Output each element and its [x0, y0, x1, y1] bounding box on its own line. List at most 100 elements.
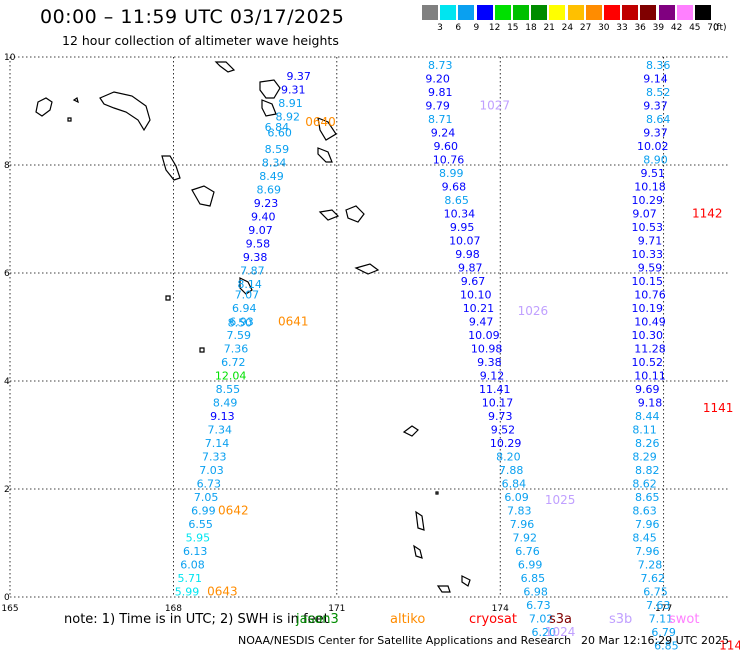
- wave-height-value: 6.60: [267, 127, 292, 140]
- island: [461, 575, 471, 587]
- wave-height-value: 9.14: [643, 73, 668, 86]
- wave-height-value: 6.93: [229, 316, 254, 329]
- wave-height-value: 6.75: [643, 586, 668, 599]
- pass-time-label: 1026: [518, 304, 549, 318]
- wave-height-value: 8.73: [428, 59, 453, 72]
- wave-height-value: 10.07: [449, 235, 481, 248]
- island: [415, 510, 425, 531]
- credit-text: NOAA/NESDIS Center for Satellite Applica…: [238, 634, 572, 647]
- wave-height-value: 6.84: [502, 478, 527, 491]
- island: [317, 117, 337, 141]
- wave-height-value: 8.71: [428, 113, 453, 126]
- wave-height-value: 9.38: [477, 356, 502, 369]
- satellite-name: s3a: [549, 612, 573, 627]
- legend-swatch: [513, 5, 529, 20]
- wave-height-value: 9.71: [638, 235, 663, 248]
- wave-height-value: 9.52: [491, 424, 516, 437]
- wave-height-value: 10.76: [634, 289, 666, 302]
- wave-height-value: 9.13: [210, 410, 235, 423]
- pass-time-label: 1142: [692, 207, 723, 221]
- wave-height-value: 8.90: [643, 154, 668, 167]
- wave-height-value: 8.63: [632, 505, 657, 518]
- y-tick-label: 8: [4, 161, 10, 171]
- island: [67, 117, 72, 122]
- wave-height-value: 10.02: [637, 140, 669, 153]
- wave-height-value: 9.07: [632, 208, 657, 221]
- legend-swatch: [676, 5, 693, 20]
- wave-height-value: 8.59: [265, 143, 290, 156]
- wave-height-value: 7.05: [194, 491, 219, 504]
- legend-label: 36: [634, 23, 646, 33]
- wave-height-value: 9.95: [450, 221, 475, 234]
- y-tick-label: 2: [4, 485, 10, 495]
- wave-height-value: 8.99: [439, 167, 464, 180]
- wave-height-value: 9.73: [488, 410, 513, 423]
- x-tick-label: 174: [492, 604, 509, 614]
- island: [72, 97, 79, 104]
- wave-height-value: 10.15: [632, 275, 664, 288]
- wave-height-value: 7.59: [227, 329, 252, 342]
- wave-height-value: 9.51: [640, 167, 665, 180]
- legend-label: 30: [598, 23, 610, 33]
- wave-height-value: 10.49: [634, 316, 666, 329]
- wave-height-value: 7.07: [235, 289, 260, 302]
- legend-swatch: [695, 5, 711, 20]
- wave-height-value: 8.92: [276, 110, 301, 123]
- island: [354, 263, 380, 275]
- wave-height-value: 9.79: [425, 100, 450, 113]
- wave-height-value: 10.52: [632, 356, 664, 369]
- note-row: note: 1) Time is in UTC; 2) SWH is in fe…: [0, 612, 740, 632]
- wave-height-value: 6.73: [197, 478, 222, 491]
- legend-swatch: [658, 5, 675, 20]
- wave-height-value: 8.52: [646, 86, 671, 99]
- wave-height-value: 9.40: [251, 210, 276, 223]
- wave-height-value: 10.17: [482, 397, 514, 410]
- wave-height-value: 10.33: [632, 248, 664, 261]
- wave-height-value: 8.62: [632, 478, 657, 491]
- island: [317, 147, 333, 163]
- pass-time-label: 0642: [218, 504, 249, 518]
- wave-height-value: 5.71: [178, 572, 203, 585]
- island: [214, 61, 236, 73]
- wave-height-value: 10.09: [468, 329, 500, 342]
- wave-height-value: 9.67: [461, 275, 486, 288]
- wave-height-value: 10.19: [632, 302, 664, 315]
- wave-height-value: 9.68: [442, 181, 467, 194]
- legend-swatch: [549, 5, 566, 20]
- wave-height-value: 7.96: [635, 545, 660, 558]
- wave-height-value: 7.63: [646, 599, 671, 612]
- satellite-name: s3b: [609, 612, 633, 627]
- wave-height-value: 8.26: [635, 437, 660, 450]
- wave-height-value: 8.36: [646, 59, 671, 72]
- island: [99, 91, 151, 132]
- y-tick-label: 6: [4, 269, 10, 279]
- wave-height-value: 9.38: [243, 251, 268, 264]
- pass-time-label: 0643: [207, 585, 238, 599]
- wave-height-value: 6.98: [523, 586, 548, 599]
- wave-height-value: 6.13: [183, 545, 208, 558]
- wave-height-value: 9.37: [286, 70, 311, 83]
- wave-height-value: 6.09: [504, 491, 529, 504]
- wave-height-value: 7.14: [205, 437, 230, 450]
- wave-height-value: 8.64: [646, 113, 671, 126]
- island: [413, 544, 423, 559]
- legend-label: 27: [579, 23, 592, 33]
- island: [259, 79, 281, 99]
- wave-height-value: 9.18: [638, 397, 663, 410]
- island: [436, 585, 451, 593]
- wave-height-value: 9.87: [458, 262, 483, 275]
- wave-height-value: 9.98: [455, 248, 480, 261]
- legend-swatch: [476, 5, 493, 20]
- wave-height-values: 9.379.318.918.926.846.608.598.348.498.69…: [175, 59, 679, 650]
- legend-swatch: [640, 5, 657, 20]
- wave-height-value: 7.62: [640, 572, 665, 585]
- pass-time-labels: 0640 0641 0642 0643 1027 1026 1025 1024 1142 1141…: [207, 99, 740, 650]
- wave-height-value: 6.73: [526, 599, 551, 612]
- wave-height-value: 7.96: [635, 518, 660, 531]
- pass-time-label: 1141: [703, 401, 734, 415]
- legend-swatch: [458, 5, 475, 20]
- wave-height-value: 8.45: [632, 532, 657, 545]
- wave-height-value: 9.81: [428, 86, 453, 99]
- legend-unit: (ft): [713, 23, 727, 33]
